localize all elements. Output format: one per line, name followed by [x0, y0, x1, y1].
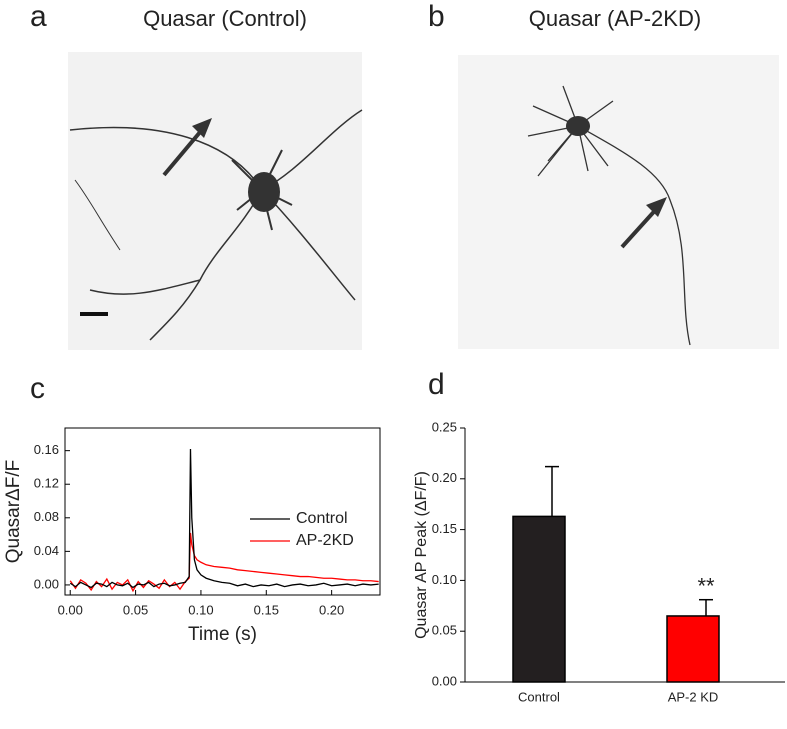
panel-title: Quasar (Control) — [143, 6, 307, 31]
panel-label: b — [428, 0, 445, 33]
y-tick-label: 0.20 — [432, 470, 457, 485]
line-series — [69, 532, 379, 593]
bar — [666, 615, 720, 683]
y-tick-label: 0.00 — [34, 576, 59, 591]
annotation: ** — [697, 574, 715, 599]
image-control — [68, 52, 363, 350]
x-tick-label: 0.15 — [254, 602, 279, 617]
y-tick-label: 0.05 — [432, 623, 457, 638]
y-tick-label: 0.16 — [34, 442, 59, 457]
bar — [512, 515, 566, 683]
y-tick-label: 0.25 — [432, 419, 457, 434]
x-tick-label: 0.05 — [123, 602, 148, 617]
plot-frame — [64, 427, 381, 596]
image-ap2kd — [458, 55, 779, 349]
line-series — [69, 448, 379, 589]
panel-label: c — [30, 372, 45, 405]
y-tick-label: 0.12 — [34, 476, 59, 491]
y-tick-label: 0.08 — [34, 509, 59, 524]
panel-label: d — [428, 368, 445, 401]
y-axis-label: QuasarΔF/F — [3, 460, 24, 564]
y-tick-label: 0.04 — [34, 543, 59, 558]
x-axis-label: Time (s) — [188, 624, 257, 645]
y-tick-label: 0.00 — [432, 673, 457, 688]
x-tick-label: Control — [518, 689, 560, 704]
y-tick-label: 0.10 — [432, 572, 457, 587]
y-tick-label: 0.15 — [432, 521, 457, 536]
legend-label: AP-2KD — [296, 532, 354, 549]
x-tick-label: 0.00 — [58, 602, 83, 617]
panel-title: Quasar (AP-2KD) — [529, 6, 701, 31]
y-axis-label: Quasar AP Peak (ΔF/F) — [413, 471, 430, 639]
x-tick-label: 0.10 — [188, 602, 213, 617]
x-tick-label: 0.20 — [319, 602, 344, 617]
legend-label: Control — [296, 510, 348, 527]
panel-label: a — [30, 0, 47, 33]
x-tick-label: AP-2 KD — [668, 689, 719, 704]
